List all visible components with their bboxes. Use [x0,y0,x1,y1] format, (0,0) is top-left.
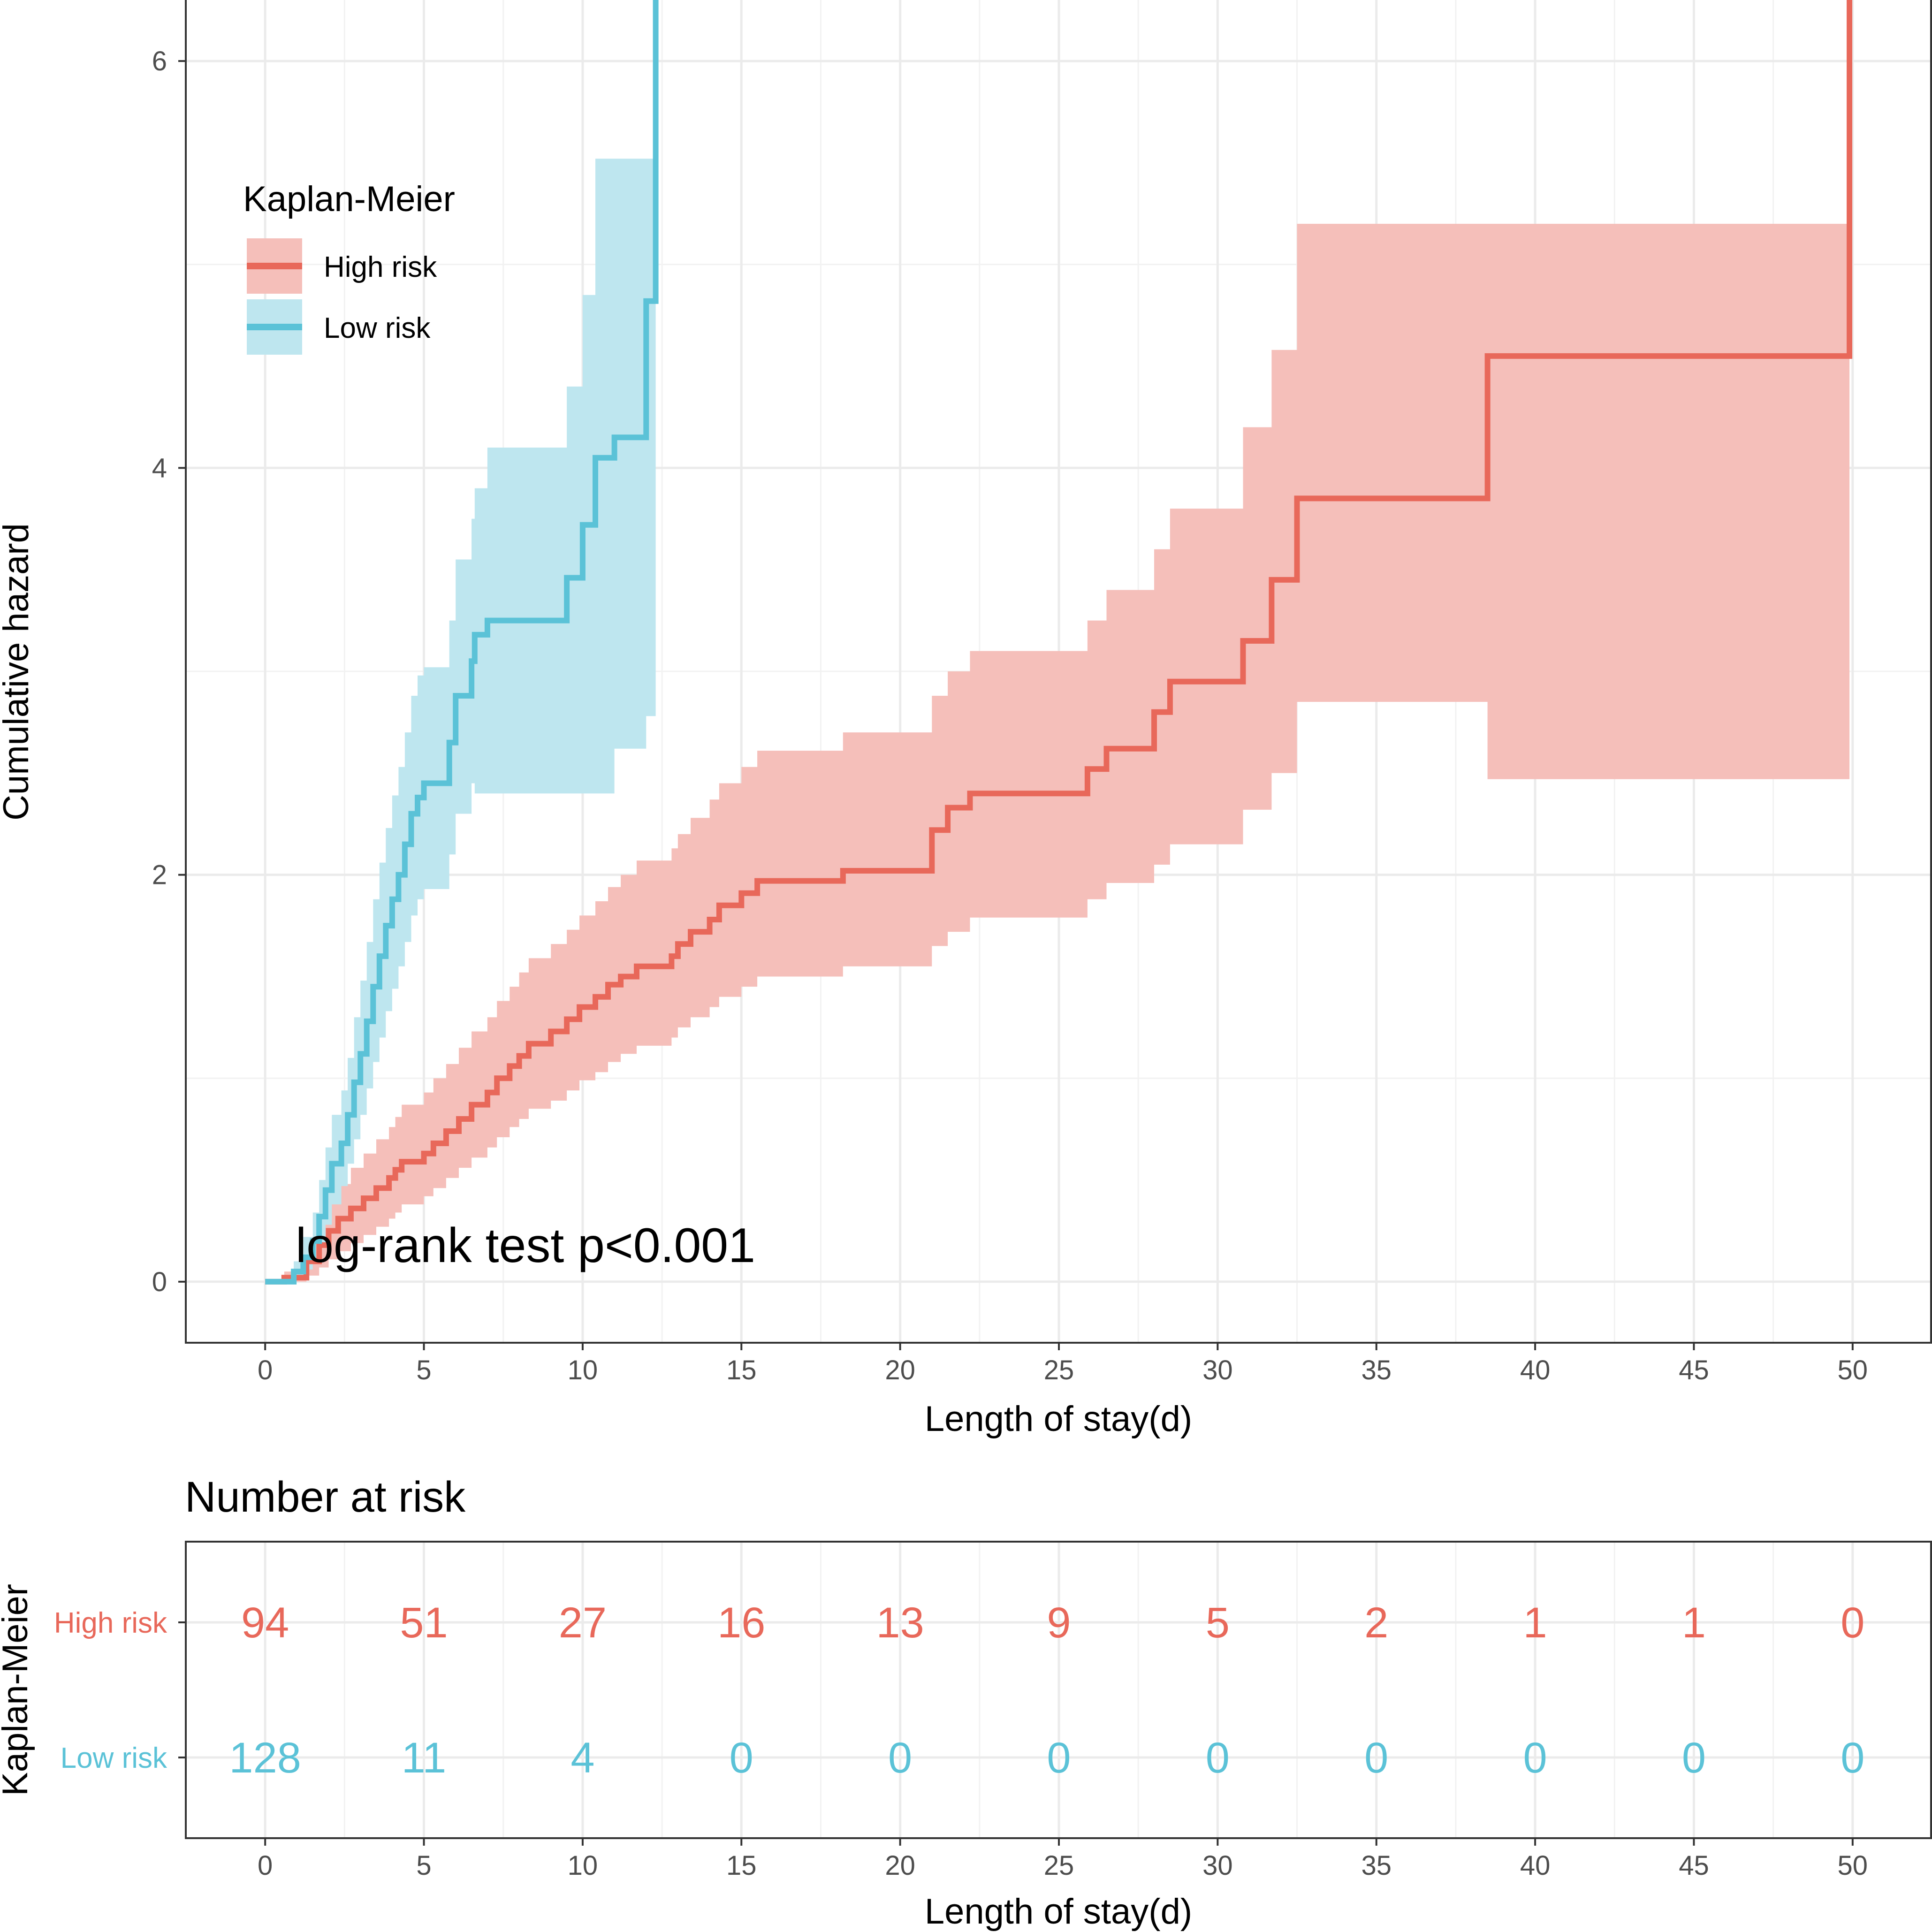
x-axis-ticks: 0 5 10 15 20 25 30 35 40 45 50 [258,1343,1868,1385]
confidence-bands [265,159,1850,1282]
risk-value-high-risk: 2 [1364,1599,1388,1647]
legend-entry-high-risk: High risk [247,238,437,294]
risk-value-high-risk: 94 [241,1599,289,1647]
hazard-curve-low-risk [265,0,659,1285]
risk-value-low-risk: 4 [570,1734,594,1782]
risk-x-axis-title: Length of stay(d) [925,1892,1192,1932]
risk-x-tick-label: 45 [1679,1850,1709,1881]
risk-x-axis-ticks: 0 5 10 15 20 25 30 35 40 45 50 [258,1838,1868,1881]
legend-entry-low-risk: Low risk [247,299,431,355]
risk-x-tick-label: 25 [1044,1850,1074,1881]
risk-value-high-risk: 1 [1682,1599,1706,1647]
risk-value-low-risk: 11 [402,1734,447,1782]
legend-label-high-risk: High risk [324,251,437,283]
x-tick-label: 10 [568,1355,598,1385]
legend-title: Kaplan-Meier [243,179,455,219]
legend: Kaplan-Meier High risk Low risk [243,179,455,355]
risk-x-tick-label: 40 [1520,1850,1551,1881]
risk-table-title: Number at risk [185,1473,466,1521]
risk-value-low-risk: 0 [1523,1734,1547,1782]
risk-x-tick-label: 5 [416,1850,431,1881]
risk-x-tick-label: 35 [1361,1850,1392,1881]
x-tick-label: 50 [1838,1355,1868,1385]
x-tick-label: 25 [1044,1355,1074,1385]
risk-value-low-risk: 0 [1364,1734,1388,1782]
confidence-band-high-risk [265,224,1850,1282]
risk-y-axis-title: Kaplan-Meier [0,1584,35,1796]
log-rank-annotation: log-rank test p<0.001 [296,1218,755,1273]
x-tick-label: 0 [258,1355,273,1385]
y-axis-title: Cumulative hazard [0,523,36,821]
risk-value-low-risk: 0 [1047,1734,1071,1782]
y-axis-ticks: 0 2 4 6 [152,46,186,1297]
risk-major-gridlines [186,1542,1932,1838]
legend-label-low-risk: Low risk [324,312,431,344]
risk-value-high-risk: 1 [1523,1599,1547,1647]
risk-value-high-risk: 27 [559,1599,607,1647]
risk-value-low-risk: 0 [1682,1734,1706,1782]
y-tick-label: 0 [152,1267,167,1297]
risk-x-tick-label: 0 [258,1850,273,1881]
risk-strata-label-low-risk: Low risk [61,1742,167,1774]
risk-strata-label-high-risk: High risk [54,1607,167,1639]
x-tick-label: 15 [726,1355,757,1385]
hazard-curves [265,0,1853,1285]
cumulative-hazard-panel: 0 5 10 15 20 25 30 35 40 45 50 0 2 4 6 Length of stay… [0,0,1932,1439]
y-tick-label: 4 [152,453,167,483]
x-tick-label: 45 [1679,1355,1709,1385]
risk-value-high-risk: 9 [1047,1599,1071,1647]
risk-x-tick-label: 30 [1202,1850,1233,1881]
x-tick-label: 5 [416,1355,431,1385]
risk-value-low-risk: 0 [1206,1734,1230,1782]
risk-value-high-risk: 5 [1206,1599,1230,1647]
y-tick-label: 2 [152,860,167,890]
risk-value-high-risk: 13 [876,1599,924,1647]
y-tick-label: 6 [152,46,167,76]
risk-value-high-risk: 0 [1841,1599,1864,1647]
risk-value-high-risk: 51 [400,1599,448,1647]
x-tick-label: 40 [1520,1355,1551,1385]
x-tick-label: 20 [885,1355,915,1385]
risk-x-tick-label: 20 [885,1850,915,1881]
risk-value-high-risk: 16 [717,1599,765,1647]
risk-value-low-risk: 0 [888,1734,912,1782]
x-axis-title: Length of stay(d) [925,1399,1192,1439]
risk-x-tick-label: 15 [726,1850,757,1881]
x-tick-label: 35 [1361,1355,1392,1385]
x-tick-label: 30 [1202,1355,1233,1385]
risk-strata-labels: High risk Low risk [54,1607,186,1774]
risk-value-low-risk: 0 [1841,1734,1864,1782]
confidence-band-low-risk [265,159,656,1282]
risk-value-low-risk: 0 [730,1734,753,1782]
risk-value-low-risk: 128 [229,1734,301,1782]
hazard-curve-high-risk [265,0,1853,1285]
risk-x-tick-label: 50 [1838,1850,1868,1881]
risk-minor-gridlines [343,1542,1774,1838]
risk-x-tick-label: 10 [568,1850,598,1881]
